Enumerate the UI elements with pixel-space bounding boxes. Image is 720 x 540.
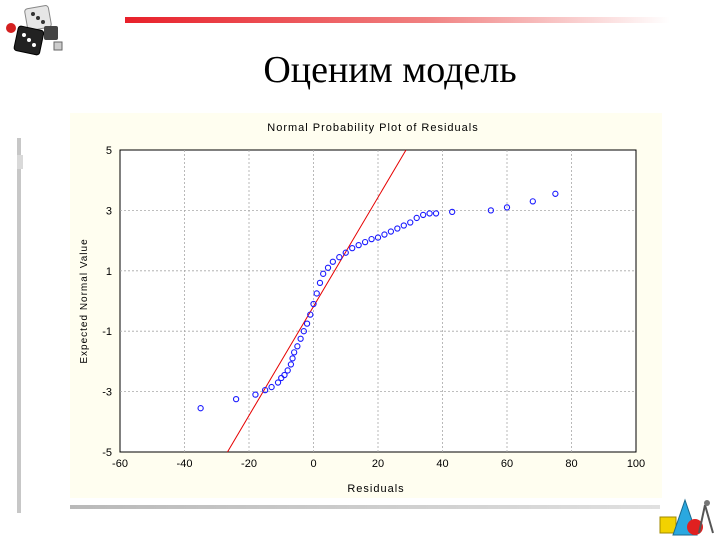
data-point [316, 279, 324, 287]
data-point [252, 391, 259, 398]
data-point [381, 231, 388, 238]
data-point [394, 225, 401, 232]
y-tick-label: -1 [102, 326, 112, 338]
x-tick-label: 0 [310, 458, 316, 470]
data-point [329, 258, 336, 265]
data-point [426, 210, 433, 217]
data-point [374, 234, 382, 241]
dice-icon [6, 5, 63, 56]
data-point [400, 222, 407, 229]
data-point [300, 328, 307, 335]
data-point [349, 244, 356, 252]
data-point [310, 300, 317, 308]
x-tick-label: -20 [241, 458, 257, 470]
data-point [342, 249, 349, 256]
x-tick-label: -40 [177, 458, 193, 470]
data-point [336, 254, 343, 261]
data-point [529, 198, 536, 205]
bottom-decorative-rule [70, 505, 660, 509]
data-point [387, 228, 395, 235]
data-point [284, 367, 291, 374]
data-point [368, 235, 375, 243]
left-decorative-rule [17, 138, 21, 513]
slide-title: Оценим модель [263, 49, 517, 91]
y-tick-label: 5 [106, 145, 112, 157]
x-tick-label: 20 [372, 458, 384, 470]
data-point [197, 405, 204, 412]
x-axis-label: Residuals [347, 483, 404, 495]
x-tick-label: 100 [627, 458, 645, 470]
x-tick-labels: -60 -40 -20 0 20 40 60 80 100 [112, 458, 645, 470]
data-point [289, 355, 296, 362]
header-red-bar [125, 17, 670, 23]
data-point [287, 361, 295, 368]
chart-title: Normal Probability Plot of Residuals [267, 122, 478, 134]
data-point [361, 238, 369, 246]
y-tick-label: 1 [106, 266, 112, 278]
data-points [197, 190, 559, 412]
data-point [290, 349, 298, 356]
data-point [294, 343, 301, 350]
plot-area [119, 149, 637, 453]
data-point [307, 311, 314, 318]
x-tick-label: -60 [112, 458, 128, 470]
normal-probability-plot: Normal Probability Plot of Residuals -60… [79, 122, 645, 495]
data-point [297, 335, 304, 342]
y-tick-label: -3 [102, 387, 112, 399]
data-point [313, 290, 320, 297]
data-point [232, 395, 240, 403]
x-tick-label: 40 [436, 458, 448, 470]
grid-lines [120, 150, 636, 452]
chart-panel: Normal Probability Plot of Residuals -60… [70, 113, 662, 498]
data-point [320, 270, 327, 277]
y-tick-label: -5 [102, 447, 112, 459]
data-point [503, 204, 511, 211]
reference-line [227, 149, 407, 453]
data-point [281, 371, 288, 379]
data-point [268, 383, 275, 391]
geometry-figures-icon [659, 498, 714, 536]
y-axis-label: Expected Normal Value [79, 238, 90, 363]
data-point [303, 320, 311, 327]
data-point [552, 190, 559, 197]
left-decorative-rule-notch [17, 155, 23, 169]
data-point [419, 211, 427, 219]
data-point [355, 241, 362, 249]
data-point [407, 219, 414, 226]
data-point [413, 214, 420, 222]
x-tick-label: 60 [501, 458, 513, 470]
x-tick-label: 80 [565, 458, 577, 470]
data-point [449, 208, 456, 216]
data-point [432, 210, 440, 217]
data-point [487, 207, 495, 214]
data-point [274, 379, 282, 386]
data-point [261, 386, 269, 394]
y-tick-label: 3 [106, 205, 112, 217]
data-point [324, 264, 332, 271]
y-tick-labels: -5 -3 -1 1 3 5 [102, 145, 112, 459]
